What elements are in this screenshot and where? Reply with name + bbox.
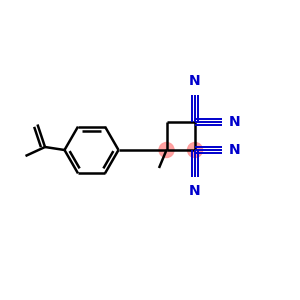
Text: N: N (189, 74, 201, 88)
Text: N: N (229, 143, 240, 157)
Circle shape (159, 142, 174, 158)
Circle shape (188, 142, 202, 158)
Text: N: N (189, 184, 201, 198)
Text: N: N (229, 115, 240, 128)
